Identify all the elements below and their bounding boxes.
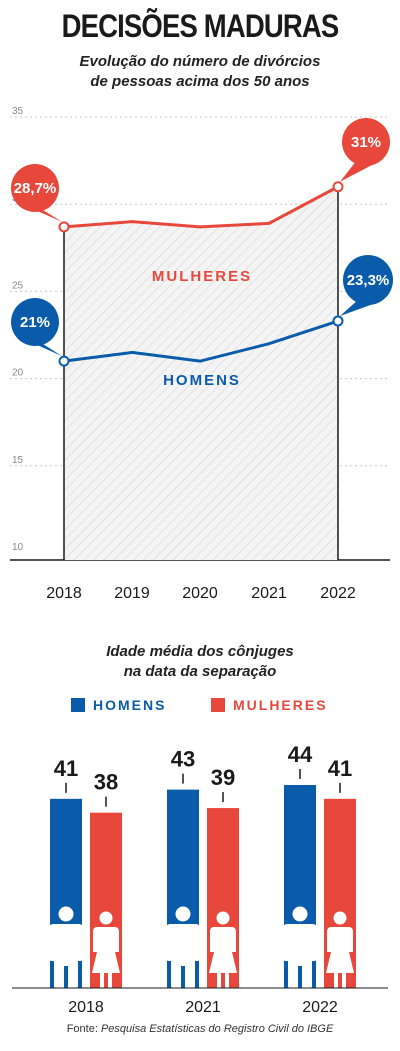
y-tick-label: 25 — [12, 280, 24, 291]
bar-value-mulheres: 39 — [211, 765, 235, 790]
homens-start-bubble: 21% — [11, 298, 62, 357]
mulheres-end-bubble-label: 31% — [351, 134, 381, 151]
legend-mulheres: MULHERES — [211, 697, 328, 713]
legend-mulheres-swatch — [211, 698, 225, 712]
x-tick-label: 2021 — [251, 585, 287, 602]
x-tick-label: 2022 — [320, 585, 356, 602]
homens-series-line — [63, 319, 339, 363]
legend-homens: HOMENS — [71, 697, 166, 713]
y-tick-label: 20 — [12, 368, 24, 379]
bar-category-label: 2022 — [302, 999, 338, 1016]
x-tick-label: 2019 — [114, 585, 150, 602]
x-tick-label: 2018 — [46, 585, 82, 602]
page-title: DECISÕES MADURAS — [61, 8, 340, 44]
subtitle-line-2: de pessoas acima dos 50 anos — [90, 73, 310, 90]
bar-category-label: 2021 — [185, 999, 221, 1016]
hatched-area — [64, 186, 338, 560]
legend-homens-swatch — [71, 698, 85, 712]
homens-point — [58, 355, 70, 367]
x-tick-label: 2020 — [182, 585, 218, 602]
y-tick-label: 15 — [12, 455, 24, 466]
bar-title-line-1: Idade média dos cônjuges — [106, 643, 294, 660]
bar-value-mulheres: 41 — [328, 756, 352, 781]
source-prefix: Fonte: — [66, 1023, 101, 1035]
legend-homens-label: HOMENS — [93, 697, 167, 713]
mulheres-start-bubble-label: 28,7% — [14, 180, 57, 197]
source-note: Fonte: Pesquisa Estatísticas do Registro… — [0, 1023, 400, 1035]
bar-value-homens: 41 — [54, 756, 78, 781]
bar-value-homens: 43 — [171, 747, 195, 772]
line-chart-subtitle: Evolução do número de divórcios de pesso… — [0, 52, 400, 92]
y-tick-label: 35 — [12, 106, 24, 117]
homens-end-bubble: 23,3% — [340, 255, 393, 317]
bar-title-line-2: na data da separação — [123, 663, 277, 680]
subtitle-line-1: Evolução do número de divórcios — [79, 53, 321, 70]
bar-chart-title: Idade média dos cônjuges na data da sepa… — [0, 642, 400, 682]
bar-value-homens: 44 — [288, 742, 313, 767]
mulheres-point — [332, 181, 344, 193]
y-tick-label: 10 — [12, 542, 24, 553]
bar-category-label: 2018 — [68, 999, 104, 1016]
mulheres-start-bubble: 28,7% — [11, 164, 62, 222]
bar-legend: HOMENS MULHERES — [0, 697, 400, 717]
homens-series-label: HOMENS — [163, 372, 241, 389]
mulheres-series-line — [63, 185, 339, 229]
mulheres-point — [58, 221, 70, 233]
source-text: Pesquisa Estatísticas do Registro Civil … — [100, 1023, 334, 1035]
homens-end-bubble-label: 23,3% — [347, 272, 390, 289]
homens-point — [332, 315, 344, 327]
legend-mulheres-label: MULHERES — [233, 697, 328, 713]
bar-value-mulheres: 38 — [94, 770, 118, 795]
mulheres-series-label: MULHERES — [152, 268, 252, 285]
mulheres-end-bubble: 31% — [340, 118, 390, 182]
homens-start-bubble-label: 21% — [20, 314, 50, 331]
